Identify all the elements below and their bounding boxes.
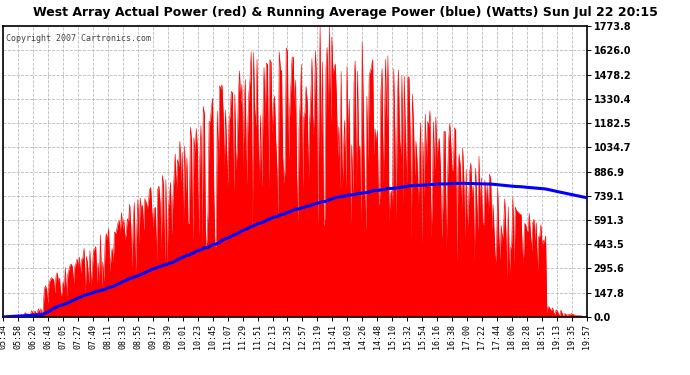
Text: West Array Actual Power (red) & Running Average Power (blue) (Watts) Sun Jul 22 : West Array Actual Power (red) & Running … bbox=[32, 6, 658, 19]
Text: Copyright 2007 Cartronics.com: Copyright 2007 Cartronics.com bbox=[6, 33, 151, 42]
